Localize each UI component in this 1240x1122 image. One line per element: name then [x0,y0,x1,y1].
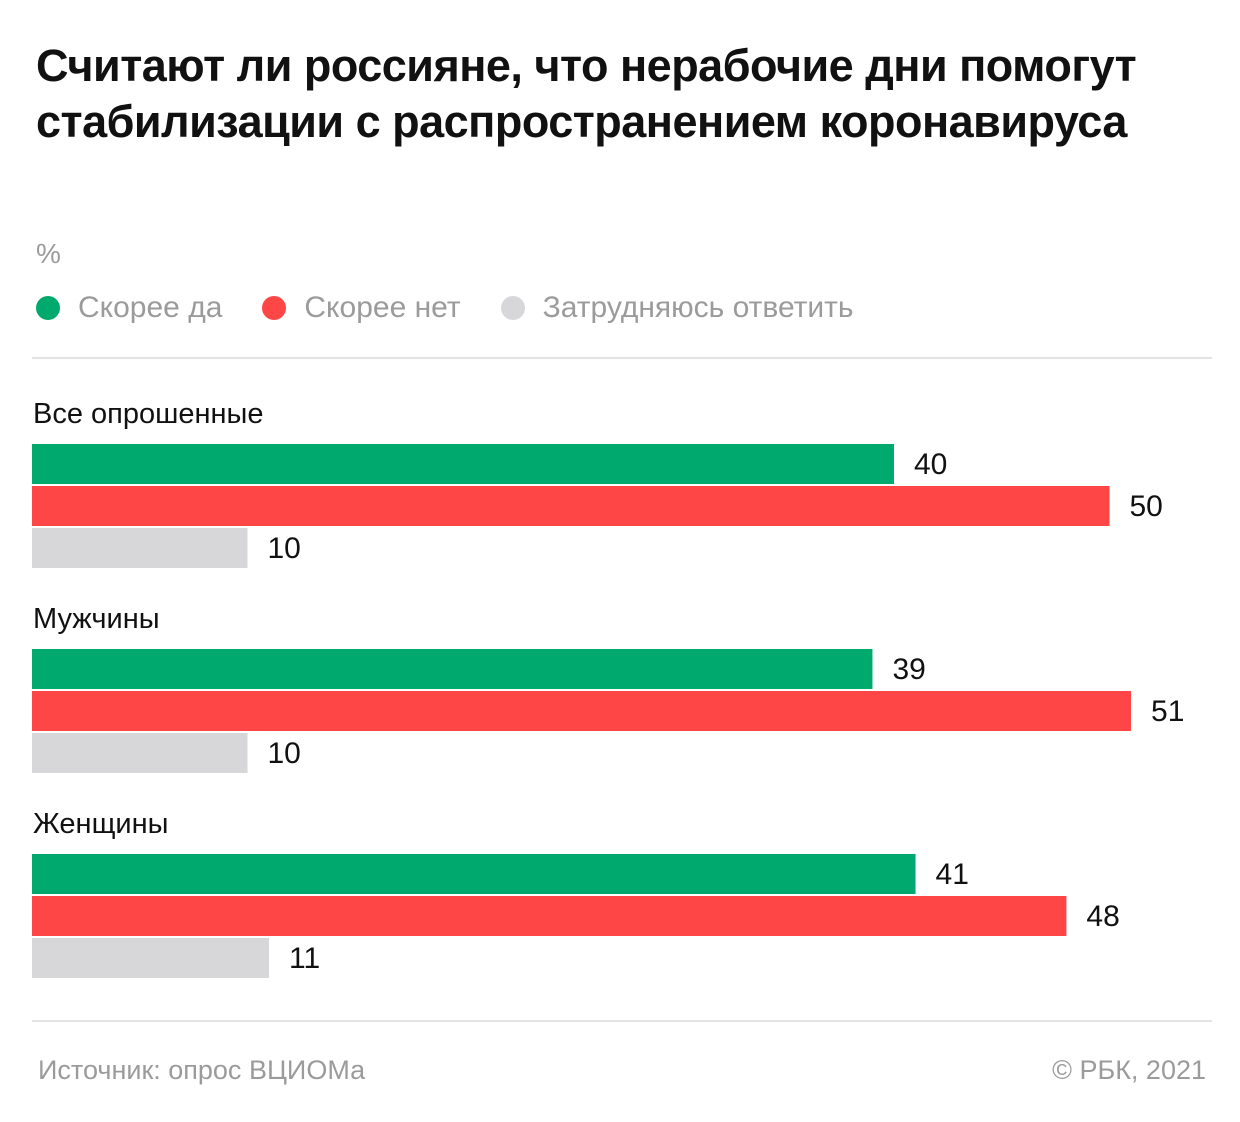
data-label-no: 50 [1130,490,1163,523]
data-label-yes: 39 [892,653,925,686]
legend-label-yes: Скорее да [78,291,223,324]
legend-dot-yes [36,296,60,320]
bar-yes [32,444,894,484]
legend-label-unsure: Затрудняюсь ответить [542,291,854,324]
data-label-unsure: 10 [268,737,301,770]
bar-no [32,691,1132,731]
bar-no [32,896,1067,936]
legend-dot-no [262,296,287,320]
legend-item-no: Скорее нет [262,291,461,325]
divider-bottom [32,1020,1212,1022]
bar-yes [32,649,873,689]
legend-item-yes: Скорее да [36,291,222,325]
unit-label: % [36,238,61,269]
data-label-unsure: 11 [289,942,320,975]
bar-unsure [32,733,248,773]
chart-title: Считают ли россияне, что нерабочие дни п… [36,40,1137,147]
legend: Скорее да Скорее нет Затрудняюсь ответит… [36,288,894,328]
copyright-note: © РБК, 2021 [1052,1055,1206,1085]
legend-label-no: Скорее нет [304,291,461,324]
source-note: Источник: опрос ВЦИОМа [38,1055,366,1085]
data-label-yes: 41 [936,858,969,891]
data-label-no: 48 [1086,900,1119,933]
data-label-no: 51 [1151,695,1184,728]
legend-item-unsure: Затрудняюсь ответить [500,291,854,325]
divider-top [32,357,1212,359]
bar-unsure [32,528,248,568]
bar-unsure [32,938,270,978]
bar-yes [32,854,916,894]
data-label-yes: 40 [914,448,947,481]
bar-no [32,486,1110,526]
category-label: Женщины [33,808,168,840]
legend-dot-unsure [500,296,525,320]
category-label: Все опрошенные [33,398,264,430]
data-label-unsure: 10 [268,532,301,565]
category-label: Мужчины [33,603,160,635]
